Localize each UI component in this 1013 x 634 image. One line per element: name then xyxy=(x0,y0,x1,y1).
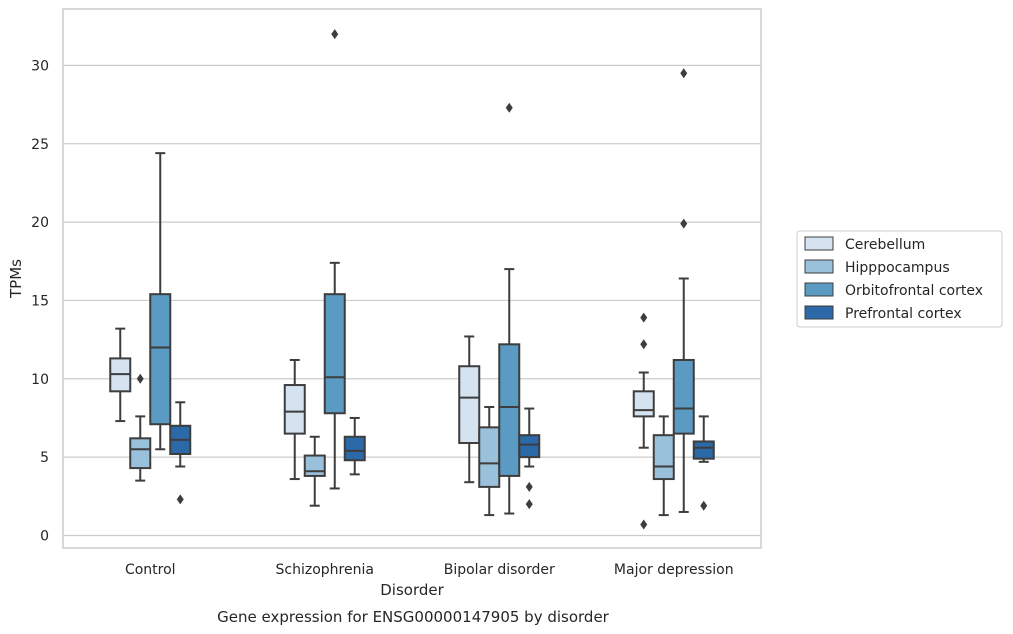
box-iqr xyxy=(458,365,481,445)
box-iqr xyxy=(283,384,306,435)
y-tick-label: 20 xyxy=(31,215,49,231)
box-orbitofrontal-cortex xyxy=(323,29,346,490)
box-iqr xyxy=(323,293,346,415)
y-axis-label: TPMs xyxy=(7,259,25,299)
box-iqr xyxy=(632,390,655,418)
legend-label: Orbitofrontal cortex xyxy=(845,283,983,299)
box-cerebellum xyxy=(283,358,306,481)
legend-swatch xyxy=(804,305,834,320)
legend-swatch xyxy=(804,282,834,297)
legend-swatch xyxy=(804,236,834,251)
box-cerebellum xyxy=(632,312,655,530)
outlier-point xyxy=(525,499,533,510)
box-iqr xyxy=(692,440,715,460)
box-hipppocampus xyxy=(478,405,501,517)
outlier-point xyxy=(680,218,688,229)
legend-frame xyxy=(796,230,1003,328)
y-tick-labels: 0 5 10 15 20 25 30 xyxy=(31,58,49,544)
box-iqr xyxy=(343,435,366,462)
y-tick-label: 30 xyxy=(31,58,49,74)
figure-caption: Gene expression for ENSG00000147905 by d… xyxy=(217,608,610,626)
boxes xyxy=(109,29,715,530)
outlier-point xyxy=(680,68,688,79)
plot-frame xyxy=(62,8,762,549)
outlier-point xyxy=(525,481,533,492)
y-tick-label: 5 xyxy=(40,450,49,466)
box-hipppocampus xyxy=(303,435,326,507)
box-orbitofrontal-cortex xyxy=(498,102,521,515)
box-orbitofrontal-cortex xyxy=(672,68,695,513)
x-axis-label: Disorder xyxy=(380,581,444,599)
box-iqr xyxy=(652,434,675,481)
outlier-point xyxy=(640,519,648,530)
outlier-point xyxy=(700,500,708,511)
box-iqr xyxy=(129,437,152,470)
box-prefrontal-cortex xyxy=(692,415,715,511)
x-tick-label: Major depression xyxy=(614,562,734,578)
x-tick-labels: Control Schizophrenia Bipolar disorder Majo… xyxy=(125,562,734,578)
box-iqr xyxy=(672,358,695,435)
box-prefrontal-cortex xyxy=(518,407,541,510)
legend-label: Hipppocampus xyxy=(845,260,950,276)
box-iqr xyxy=(498,343,521,477)
legend-label: Cerebellum xyxy=(845,237,925,253)
box-orbitofrontal-cortex xyxy=(149,152,172,451)
y-tick-label: 25 xyxy=(31,137,49,153)
y-tick-label: 10 xyxy=(31,372,49,388)
box-iqr xyxy=(518,434,541,459)
y-tick-label: 15 xyxy=(31,293,49,309)
box-iqr xyxy=(478,426,501,488)
legend: Cerebellum Hipppocampus Orbitofrontal cort… xyxy=(796,230,1003,328)
y-tick-label: 0 xyxy=(40,528,49,544)
outlier-point xyxy=(640,312,648,323)
legend-label: Prefrontal cortex xyxy=(845,306,962,322)
box-iqr xyxy=(149,293,172,426)
box-iqr xyxy=(303,454,326,477)
outlier-point xyxy=(505,102,513,113)
box-prefrontal-cortex xyxy=(169,401,192,505)
box-cerebellum xyxy=(458,335,481,484)
x-tick-label: Schizophrenia xyxy=(276,562,374,578)
outlier-point xyxy=(176,494,184,505)
x-tick-label: Bipolar disorder xyxy=(444,562,555,578)
x-tick-label: Control xyxy=(125,562,176,578)
box-hipppocampus xyxy=(652,415,675,517)
legend-swatch xyxy=(804,259,834,274)
box-hipppocampus xyxy=(129,373,152,482)
box-cerebellum xyxy=(109,327,132,423)
box-prefrontal-cortex xyxy=(343,416,366,476)
outlier-point xyxy=(136,373,144,384)
outlier-point xyxy=(640,339,648,350)
outlier-point xyxy=(331,29,339,40)
